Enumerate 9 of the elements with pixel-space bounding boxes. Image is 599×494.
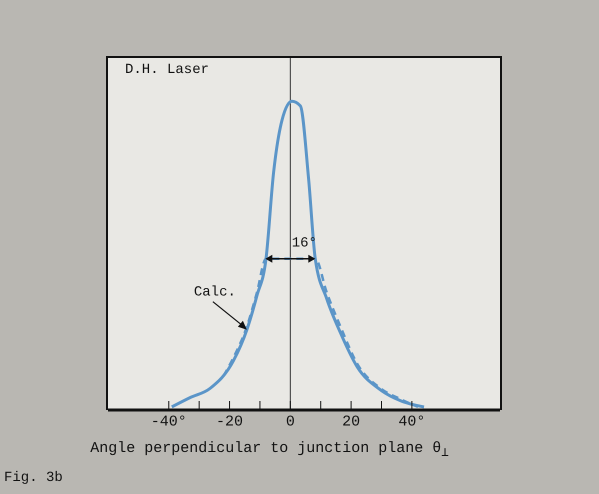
x-tick-label: -40°	[150, 414, 187, 431]
x-tick-label: 20	[342, 414, 360, 431]
x-tick-label: 40°	[398, 414, 426, 431]
text: D.H. Laser	[125, 62, 210, 78]
annotation: Calc.	[194, 284, 236, 301]
caption: Fig. 3b	[4, 470, 63, 486]
x-tick-label: -20	[216, 414, 244, 431]
x-tick-label: 0	[286, 414, 295, 431]
x-axis-title: Angle perpendicular to junction plane θ$_{⊥}$	[89, 440, 450, 460]
